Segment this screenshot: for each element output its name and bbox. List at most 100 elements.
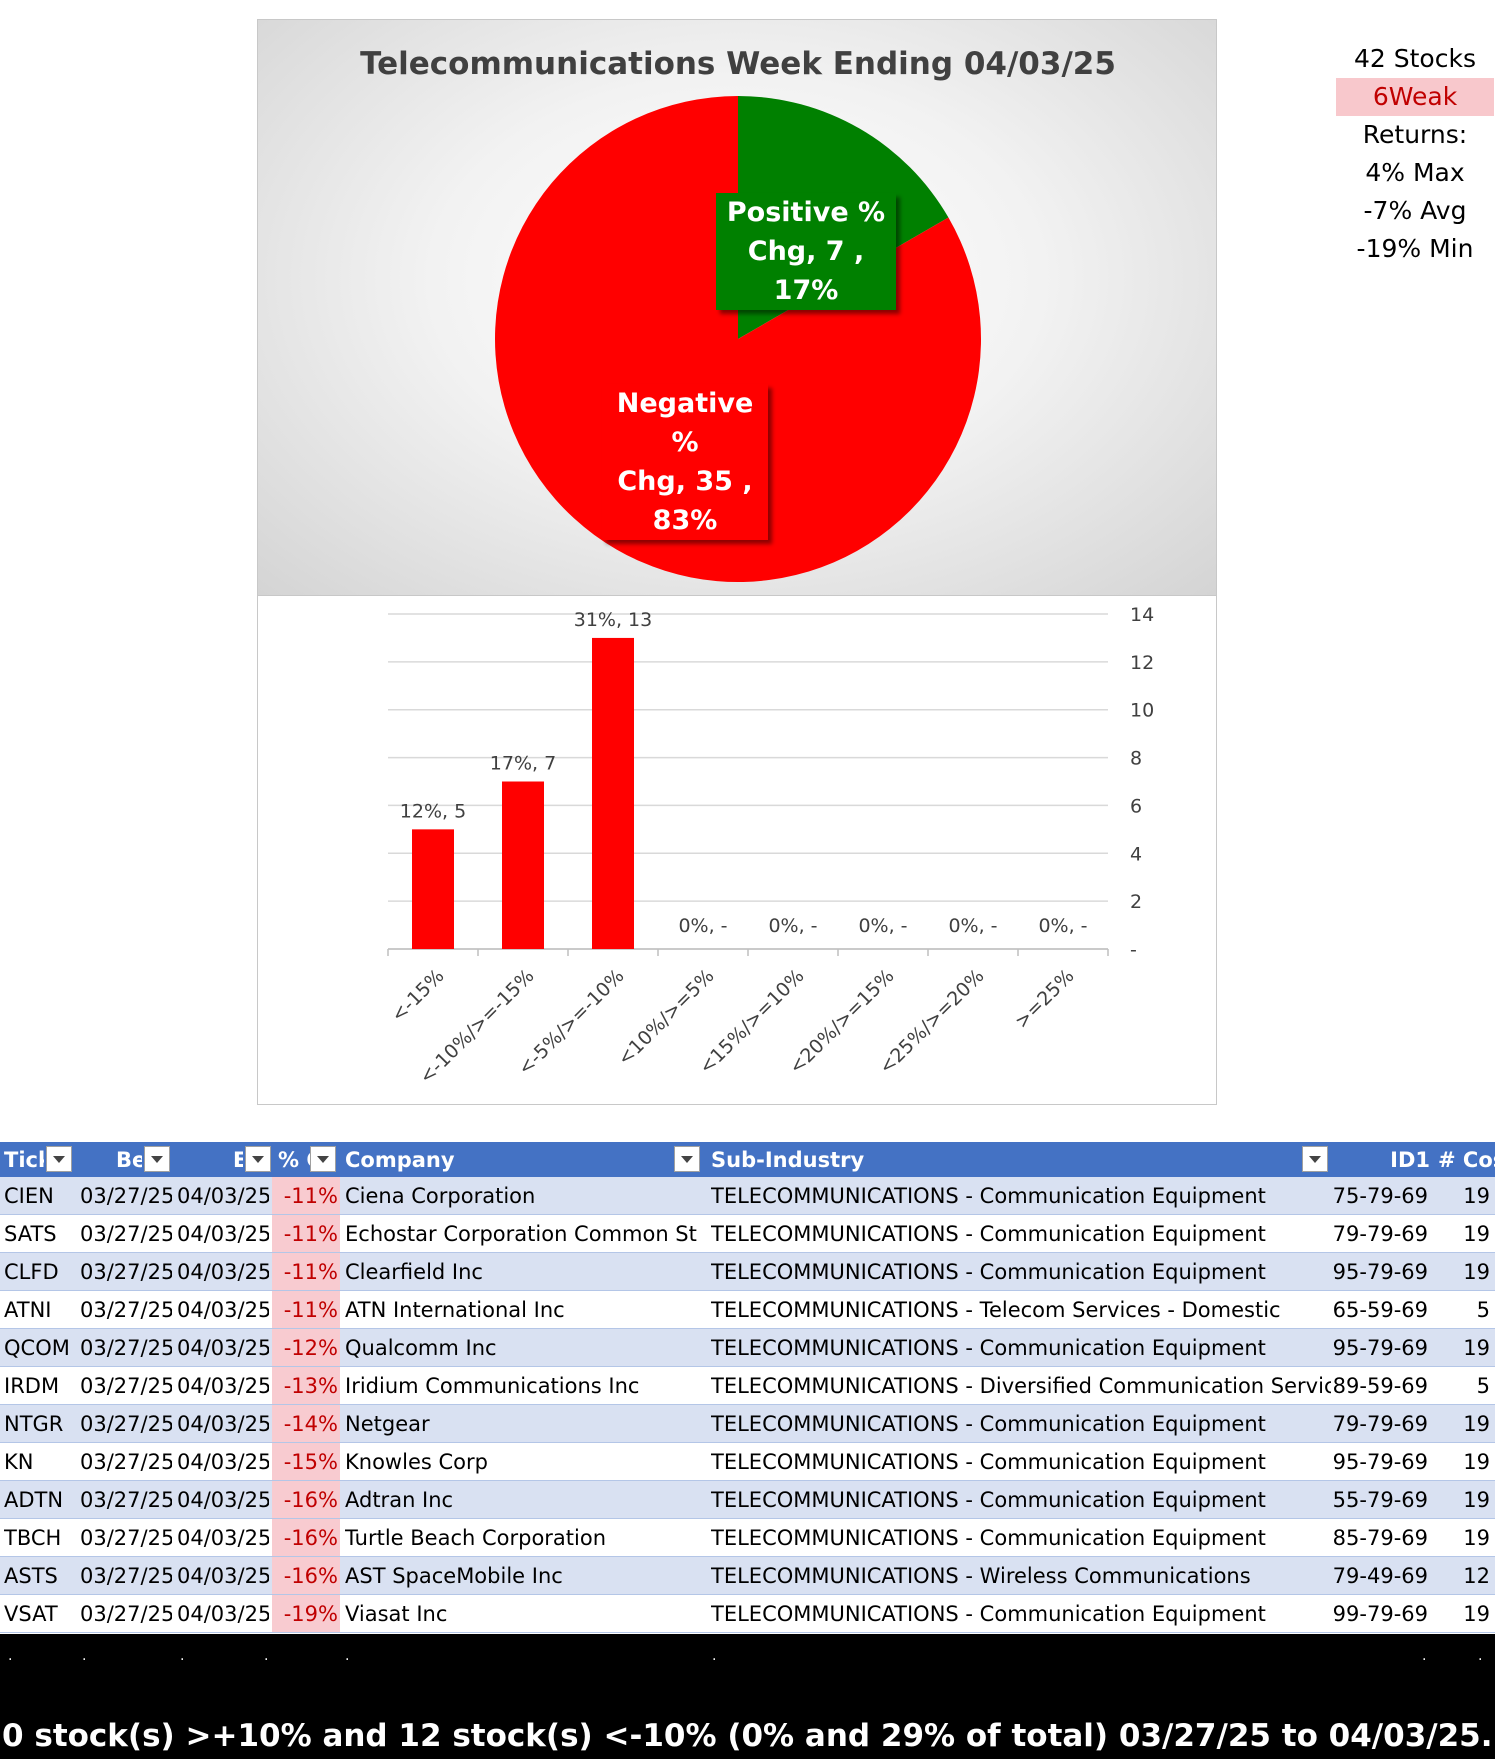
company-cell: Netgear (345, 1412, 430, 1436)
footer-dot: . (82, 1648, 87, 1664)
bar-y-tick-label: 8 (1130, 748, 1142, 770)
end-date-cell: 04/03/25 (177, 1488, 269, 1512)
company-cell: Turtle Beach Corporation (345, 1526, 607, 1550)
bar-data-label: 0%, - (858, 915, 907, 937)
num-cos-cell: 19 (1463, 1184, 1490, 1208)
filter-company-button[interactable] (674, 1146, 700, 1172)
begin-date-cell: 03/27/25 (80, 1450, 172, 1474)
bar-data-label: 0%, - (948, 915, 997, 937)
id1-cell: 95-79-69 (1332, 1336, 1428, 1360)
pie-label-positive-line2: Chg, 7 , 17% (747, 236, 865, 306)
num-cos-cell: 5 (1476, 1298, 1490, 1322)
begin-date-cell: 03/27/25 (80, 1412, 172, 1436)
num-cos-cell: 19 (1463, 1412, 1490, 1436)
header-end: E (233, 1148, 243, 1172)
company-cell: Echostar Corporation Common St (345, 1222, 697, 1246)
begin-date-cell: 03/27/25 (80, 1260, 172, 1284)
table-row[interactable]: ASTS 03/27/25 04/03/25 -16% AST SpaceMobile … (0, 1557, 1495, 1595)
sub-industry-cell: TELECOMMUNICATIONS - Telecom Services - … (711, 1298, 1281, 1322)
begin-date-cell: 03/27/25 (80, 1602, 172, 1626)
ticker-cell: IRDM (4, 1374, 60, 1398)
pct-change-cell: -11% (272, 1177, 340, 1214)
sub-industry-cell: TELECOMMUNICATIONS - Communication Equip… (711, 1184, 1266, 1208)
end-date-cell: 04/03/25 (177, 1222, 269, 1246)
sub-industry-cell: TELECOMMUNICATIONS - Communication Equip… (711, 1526, 1266, 1550)
begin-date-cell: 03/27/25 (80, 1184, 172, 1208)
pie-label-negative-line2: Chg, 35 , (617, 466, 753, 497)
pct-change-cell: -13% (272, 1367, 340, 1404)
id1-cell: 75-79-69 (1332, 1184, 1428, 1208)
table-row[interactable]: ATNI 03/27/25 04/03/25 -11% ATN Internationa… (0, 1291, 1495, 1329)
pct-change-cell: -19% (272, 1595, 340, 1632)
company-cell: Iridium Communications Inc (345, 1374, 640, 1398)
ticker-cell: VSAT (4, 1602, 58, 1626)
header-begin: Be (116, 1148, 142, 1172)
table-row[interactable]: ADTN 03/27/25 04/03/25 -16% Adtran Inc TELECO… (0, 1481, 1495, 1519)
ticker-cell: ADTN (4, 1488, 64, 1512)
pct-change-cell: -15% (272, 1443, 340, 1480)
id1-cell: 79-49-69 (1332, 1564, 1428, 1588)
ticker-cell: NTGR (4, 1412, 64, 1436)
company-cell: Clearfield Inc (345, 1260, 483, 1284)
num-cos-cell: 19 (1463, 1488, 1490, 1512)
filter-sub-industry-button[interactable] (1302, 1146, 1328, 1172)
num-cos-cell: 19 (1463, 1450, 1490, 1474)
header-id1: ID1 (1390, 1148, 1430, 1172)
pie-label-positive-line1: Positive % (726, 197, 886, 228)
pie-chart-title: Telecommunications Week Ending 04/03/25 (360, 46, 1116, 82)
bar-category-label: <-15% (387, 965, 449, 1027)
table-row[interactable]: TBCH 03/27/25 04/03/25 -16% Turtle Beach Cor… (0, 1519, 1495, 1557)
table-row[interactable]: SATS 03/27/25 04/03/25 -11% Echostar Corpora… (0, 1215, 1495, 1253)
num-cos-cell: 19 (1463, 1336, 1490, 1360)
id1-cell: 99-79-69 (1332, 1602, 1428, 1626)
begin-date-cell: 03/27/25 (80, 1374, 172, 1398)
table-row[interactable]: CLFD 03/27/25 04/03/25 -11% Clearfield Inc TE… (0, 1253, 1495, 1291)
pct-change-cell: -11% (272, 1291, 340, 1328)
footer-dot: . (8, 1648, 13, 1664)
summary-box: 42 Stocks 6Weak Returns: 4% Max -7% Avg … (1325, 40, 1495, 268)
bar-y-tick-label: 12 (1130, 652, 1154, 674)
table-row[interactable]: KN 03/27/25 04/03/25 -15% Knowles Corp TELECO… (0, 1443, 1495, 1481)
end-date-cell: 04/03/25 (177, 1412, 269, 1436)
footer-dot: . (1422, 1648, 1427, 1664)
footer-dot: . (180, 1648, 185, 1664)
begin-date-cell: 03/27/25 (80, 1336, 172, 1360)
num-cos-cell: 19 (1463, 1222, 1490, 1246)
footer-bar: . . . . . . . . 0 stock(s) >+10% and 12 … (0, 1634, 1495, 1759)
table-row[interactable]: NTGR 03/27/25 04/03/25 -14% Netgear TELECOMMU… (0, 1405, 1495, 1443)
summary-avg: -7% Avg (1363, 196, 1467, 225)
filter-begin-button[interactable] (144, 1146, 170, 1172)
id1-cell: 95-79-69 (1332, 1260, 1428, 1284)
footer-dot: . (712, 1648, 717, 1664)
bar-y-tick-label: 4 (1130, 843, 1142, 865)
num-cos-cell: 12 (1463, 1564, 1490, 1588)
bar-y-tick-label: 14 (1130, 604, 1154, 626)
filter-pct-change-button[interactable] (310, 1146, 336, 1172)
pie-label-negative-line1: Negative % (616, 388, 754, 458)
pct-change-cell: -16% (272, 1481, 340, 1518)
id1-cell: 65-59-69 (1332, 1298, 1428, 1322)
pct-change-cell: -14% (272, 1405, 340, 1442)
end-date-cell: 04/03/25 (177, 1602, 269, 1626)
filter-ticker-button[interactable] (46, 1146, 72, 1172)
pie-label-negative-line3: 83% (652, 505, 718, 536)
company-cell: Viasat Inc (345, 1602, 448, 1626)
table-row[interactable]: QCOM 03/27/25 04/03/25 -12% Qualcomm Inc TELE… (0, 1329, 1495, 1367)
filter-end-button[interactable] (245, 1146, 271, 1172)
pct-change-cell: -11% (272, 1253, 340, 1290)
ticker-cell: ATNI (4, 1298, 52, 1322)
end-date-cell: 04/03/25 (177, 1336, 269, 1360)
ticker-cell: SATS (4, 1222, 57, 1246)
bar-data-label: 0%, - (1038, 915, 1087, 937)
company-cell: Knowles Corp (345, 1450, 488, 1474)
header-sub-industry: Sub-Industry (711, 1148, 865, 1172)
table-row[interactable]: IRDM 03/27/25 04/03/25 -13% Iridium Communic… (0, 1367, 1495, 1405)
header-company: Company (345, 1148, 455, 1172)
summary-min: -19% Min (1356, 234, 1474, 263)
bar-data-label: 0%, - (768, 915, 817, 937)
table-row[interactable]: CIEN 03/27/25 04/03/25 -11% Ciena Corporatio… (0, 1177, 1495, 1215)
table-row[interactable]: VSAT 03/27/25 04/03/25 -19% Viasat Inc TELECO… (0, 1595, 1495, 1633)
company-cell: Qualcomm Inc (345, 1336, 497, 1360)
sub-industry-cell: TELECOMMUNICATIONS - Communication Equip… (711, 1602, 1266, 1626)
